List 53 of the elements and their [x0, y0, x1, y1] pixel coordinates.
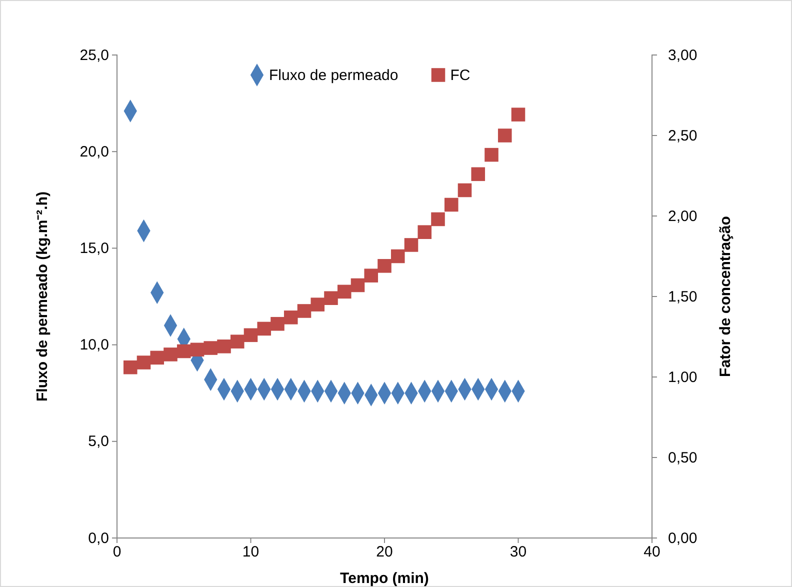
point	[204, 341, 218, 355]
point	[244, 328, 258, 342]
point	[390, 249, 405, 264]
point	[364, 268, 378, 282]
point	[378, 259, 392, 273]
legend-label: Fluxo de permeado	[269, 67, 398, 84]
point	[230, 334, 244, 348]
y-tick-label: 25,0	[80, 46, 109, 64]
y2-tick-label: 1,50	[668, 288, 698, 306]
x-tick-label: 10	[242, 544, 260, 561]
y2-tick-label: 1,00	[668, 368, 698, 386]
point	[498, 128, 512, 142]
y2-tick-label: 2,00	[668, 208, 698, 225]
point	[350, 278, 365, 292]
y2-tick-label: 0,00	[668, 530, 698, 547]
legend-label: FC	[450, 67, 470, 84]
point	[164, 348, 178, 362]
point	[324, 291, 338, 305]
point	[431, 212, 445, 226]
point	[176, 344, 191, 358]
x-tick-label: 0	[112, 544, 122, 561]
x-tick-label: 40	[644, 544, 660, 561]
point	[404, 238, 418, 252]
point	[458, 183, 472, 198]
point	[190, 342, 204, 357]
point	[511, 108, 526, 122]
y-tick-label: 5,0	[88, 433, 109, 450]
point	[337, 284, 352, 299]
point	[484, 148, 498, 162]
point	[471, 167, 486, 182]
point	[310, 298, 325, 312]
y2-tick-label: 3,00	[668, 46, 698, 64]
point	[270, 316, 284, 331]
y-tick-label: 0,0	[88, 530, 109, 547]
y-tick-label: 10,0	[80, 336, 109, 354]
point	[418, 225, 432, 239]
x-tick-label: 20	[376, 544, 393, 561]
point	[123, 360, 138, 374]
point	[217, 340, 231, 354]
y2-tick-label: 0,50	[668, 449, 698, 466]
y-tick-label: 15,0	[80, 240, 109, 257]
point	[150, 350, 164, 365]
point	[136, 356, 151, 370]
y2-axis-title: Fator de concentração	[717, 216, 734, 377]
x-axis-title: Tempo (min)	[340, 570, 429, 587]
point	[257, 322, 272, 336]
point	[297, 304, 312, 318]
point	[284, 310, 298, 324]
y2-tick-label: 2,50	[668, 127, 698, 144]
point	[444, 198, 458, 212]
y-axis-title: Fluxo de permeado (kg.m⁻².h)	[34, 191, 51, 402]
y-tick-label: 20,0	[80, 143, 109, 160]
x-tick-label: 30	[510, 544, 527, 561]
